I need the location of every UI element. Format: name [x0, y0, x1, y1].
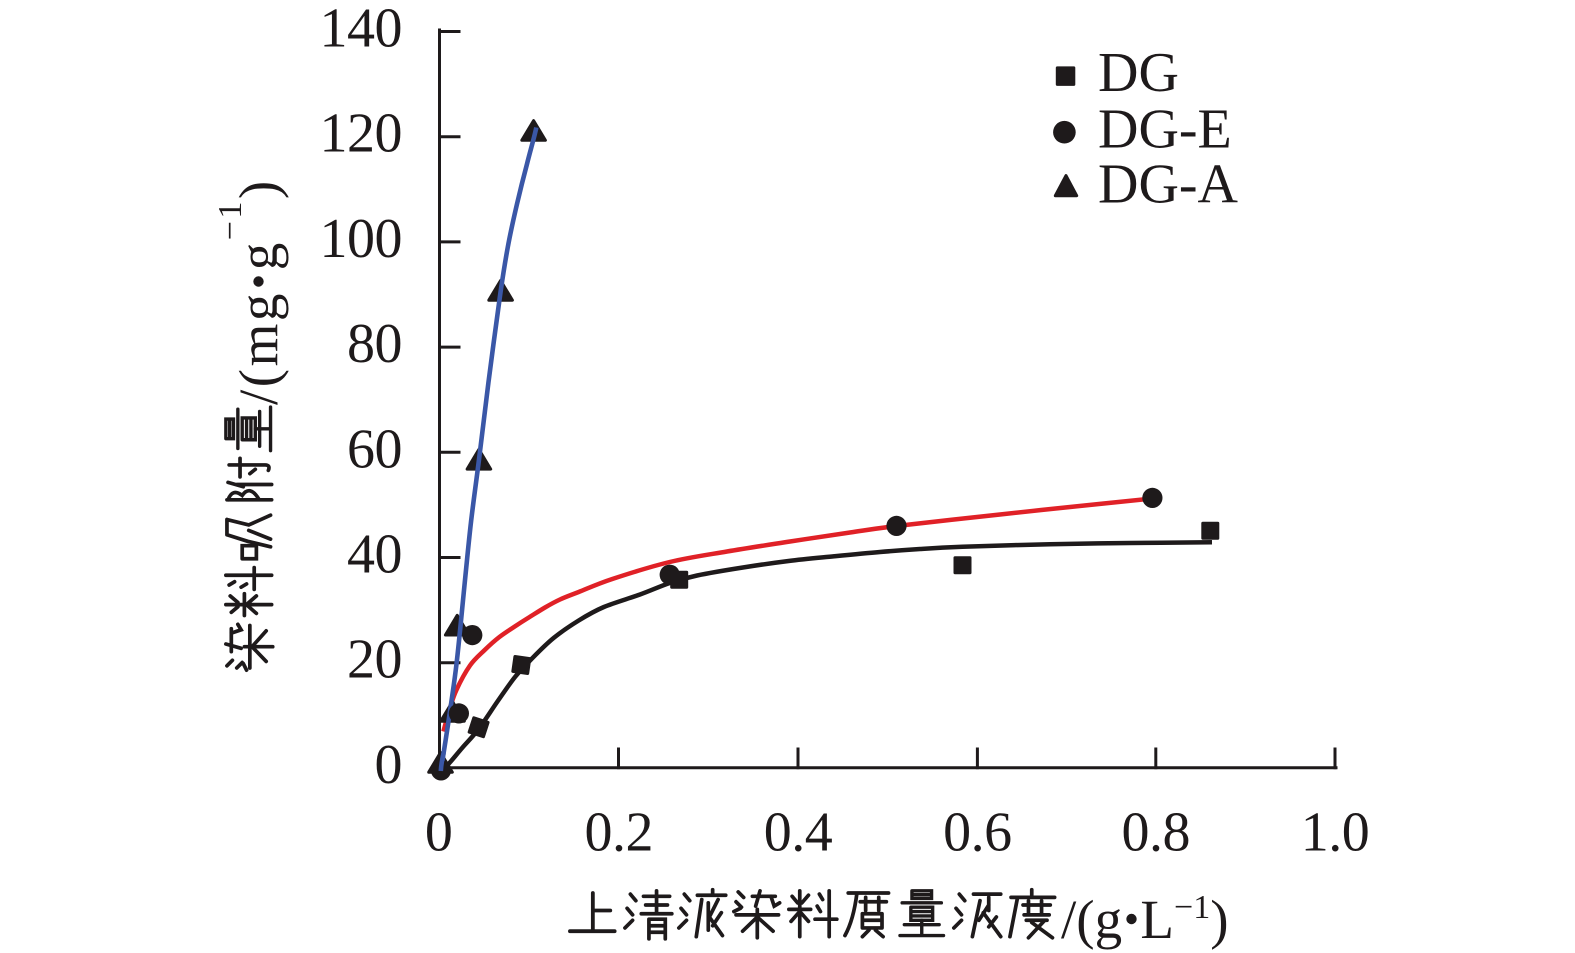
svg-text:120: 120: [320, 103, 403, 165]
svg-text:DG: DG: [1098, 42, 1179, 104]
svg-text:0.2: 0.2: [584, 801, 653, 863]
svg-text:0: 0: [375, 734, 403, 796]
svg-text:80: 80: [347, 313, 402, 375]
svg-text:100: 100: [320, 208, 403, 270]
svg-text:/(g·L−1): /(g·L−1): [1061, 889, 1229, 950]
svg-text:0.6: 0.6: [943, 801, 1012, 863]
svg-text:DG-A: DG-A: [1098, 153, 1239, 215]
svg-text:20: 20: [347, 629, 402, 691]
svg-text:60: 60: [347, 418, 402, 480]
svg-text:1.0: 1.0: [1301, 801, 1370, 863]
svg-text:40: 40: [347, 524, 402, 586]
svg-text:DG-E: DG-E: [1098, 99, 1232, 161]
svg-text:0: 0: [425, 801, 453, 863]
svg-text:140: 140: [320, 0, 403, 60]
svg-text:/(mg·g−1): /(mg·g−1): [212, 178, 289, 405]
svg-text:0.8: 0.8: [1122, 801, 1191, 863]
svg-text:0.4: 0.4: [764, 801, 833, 863]
